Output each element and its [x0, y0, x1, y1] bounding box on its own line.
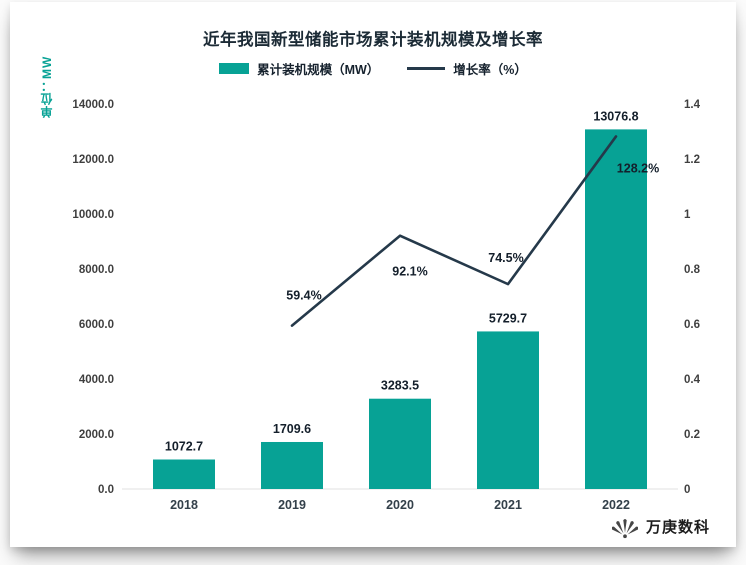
svg-text:2019: 2019 [278, 498, 306, 512]
bar-series-swatch-icon [219, 63, 250, 74]
svg-text:59.4%: 59.4% [286, 289, 321, 303]
svg-text:1072.7: 1072.7 [165, 440, 203, 454]
svg-text:2020: 2020 [386, 498, 414, 512]
svg-text:10000.0: 10000.0 [72, 209, 114, 221]
svg-text:2018: 2018 [170, 498, 198, 512]
svg-text:1709.6: 1709.6 [273, 422, 311, 436]
chart-card: 近年我国新型储能市场累计装机规模及增长率 单位：MW 累计装机规模（MW） 增长… [10, 2, 736, 547]
svg-text:0.2: 0.2 [684, 429, 700, 441]
svg-text:0.6: 0.6 [684, 319, 700, 331]
svg-text:1: 1 [684, 209, 691, 221]
svg-text:4000.0: 4000.0 [79, 374, 114, 386]
svg-text:128.2%: 128.2% [617, 161, 659, 175]
legend: 累计装机规模（MW） 增长率（%） [10, 59, 736, 78]
legend-item-bar-series: 累计装机规模（MW） [219, 59, 379, 78]
svg-text:0.8: 0.8 [684, 264, 701, 276]
line-series-swatch-icon [407, 67, 446, 70]
svg-text:8000.0: 8000.0 [79, 264, 114, 276]
chart-title: 近年我国新型储能市场累计装机规模及增长率 [203, 31, 543, 49]
brand-logo: 万庚数科 [611, 513, 710, 539]
svg-text:0: 0 [684, 484, 690, 496]
svg-text:3283.5: 3283.5 [381, 379, 419, 393]
legend-item-line-series: 增长率（%） [407, 59, 527, 78]
svg-text:2000.0: 2000.0 [79, 429, 114, 441]
svg-text:12000.0: 12000.0 [72, 154, 114, 166]
svg-text:1.4: 1.4 [684, 99, 701, 111]
legend-label-bar: 累计装机规模（MW） [257, 63, 380, 77]
svg-text:2022: 2022 [602, 498, 630, 512]
svg-text:2021: 2021 [494, 498, 522, 512]
svg-text:1.2: 1.2 [684, 154, 700, 166]
svg-text:13076.8: 13076.8 [593, 109, 638, 123]
svg-text:14000.0: 14000.0 [72, 99, 114, 111]
svg-text:6000.0: 6000.0 [79, 319, 114, 331]
svg-text:5729.7: 5729.7 [489, 311, 527, 325]
svg-text:74.5%: 74.5% [488, 251, 523, 265]
svg-text:0.4: 0.4 [684, 374, 701, 386]
svg-text:0.0: 0.0 [98, 484, 114, 496]
legend-label-line: 增长率（%） [453, 63, 527, 77]
brand-name: 万庚数科 [645, 518, 710, 536]
svg-text:92.1%: 92.1% [392, 265, 427, 279]
fan-logo-icon [611, 518, 638, 539]
combo-bar-line-chart: 0.0 2000.0 4000.0 6000.0 8000.0 10000.0 12000.… [72, 99, 701, 512]
